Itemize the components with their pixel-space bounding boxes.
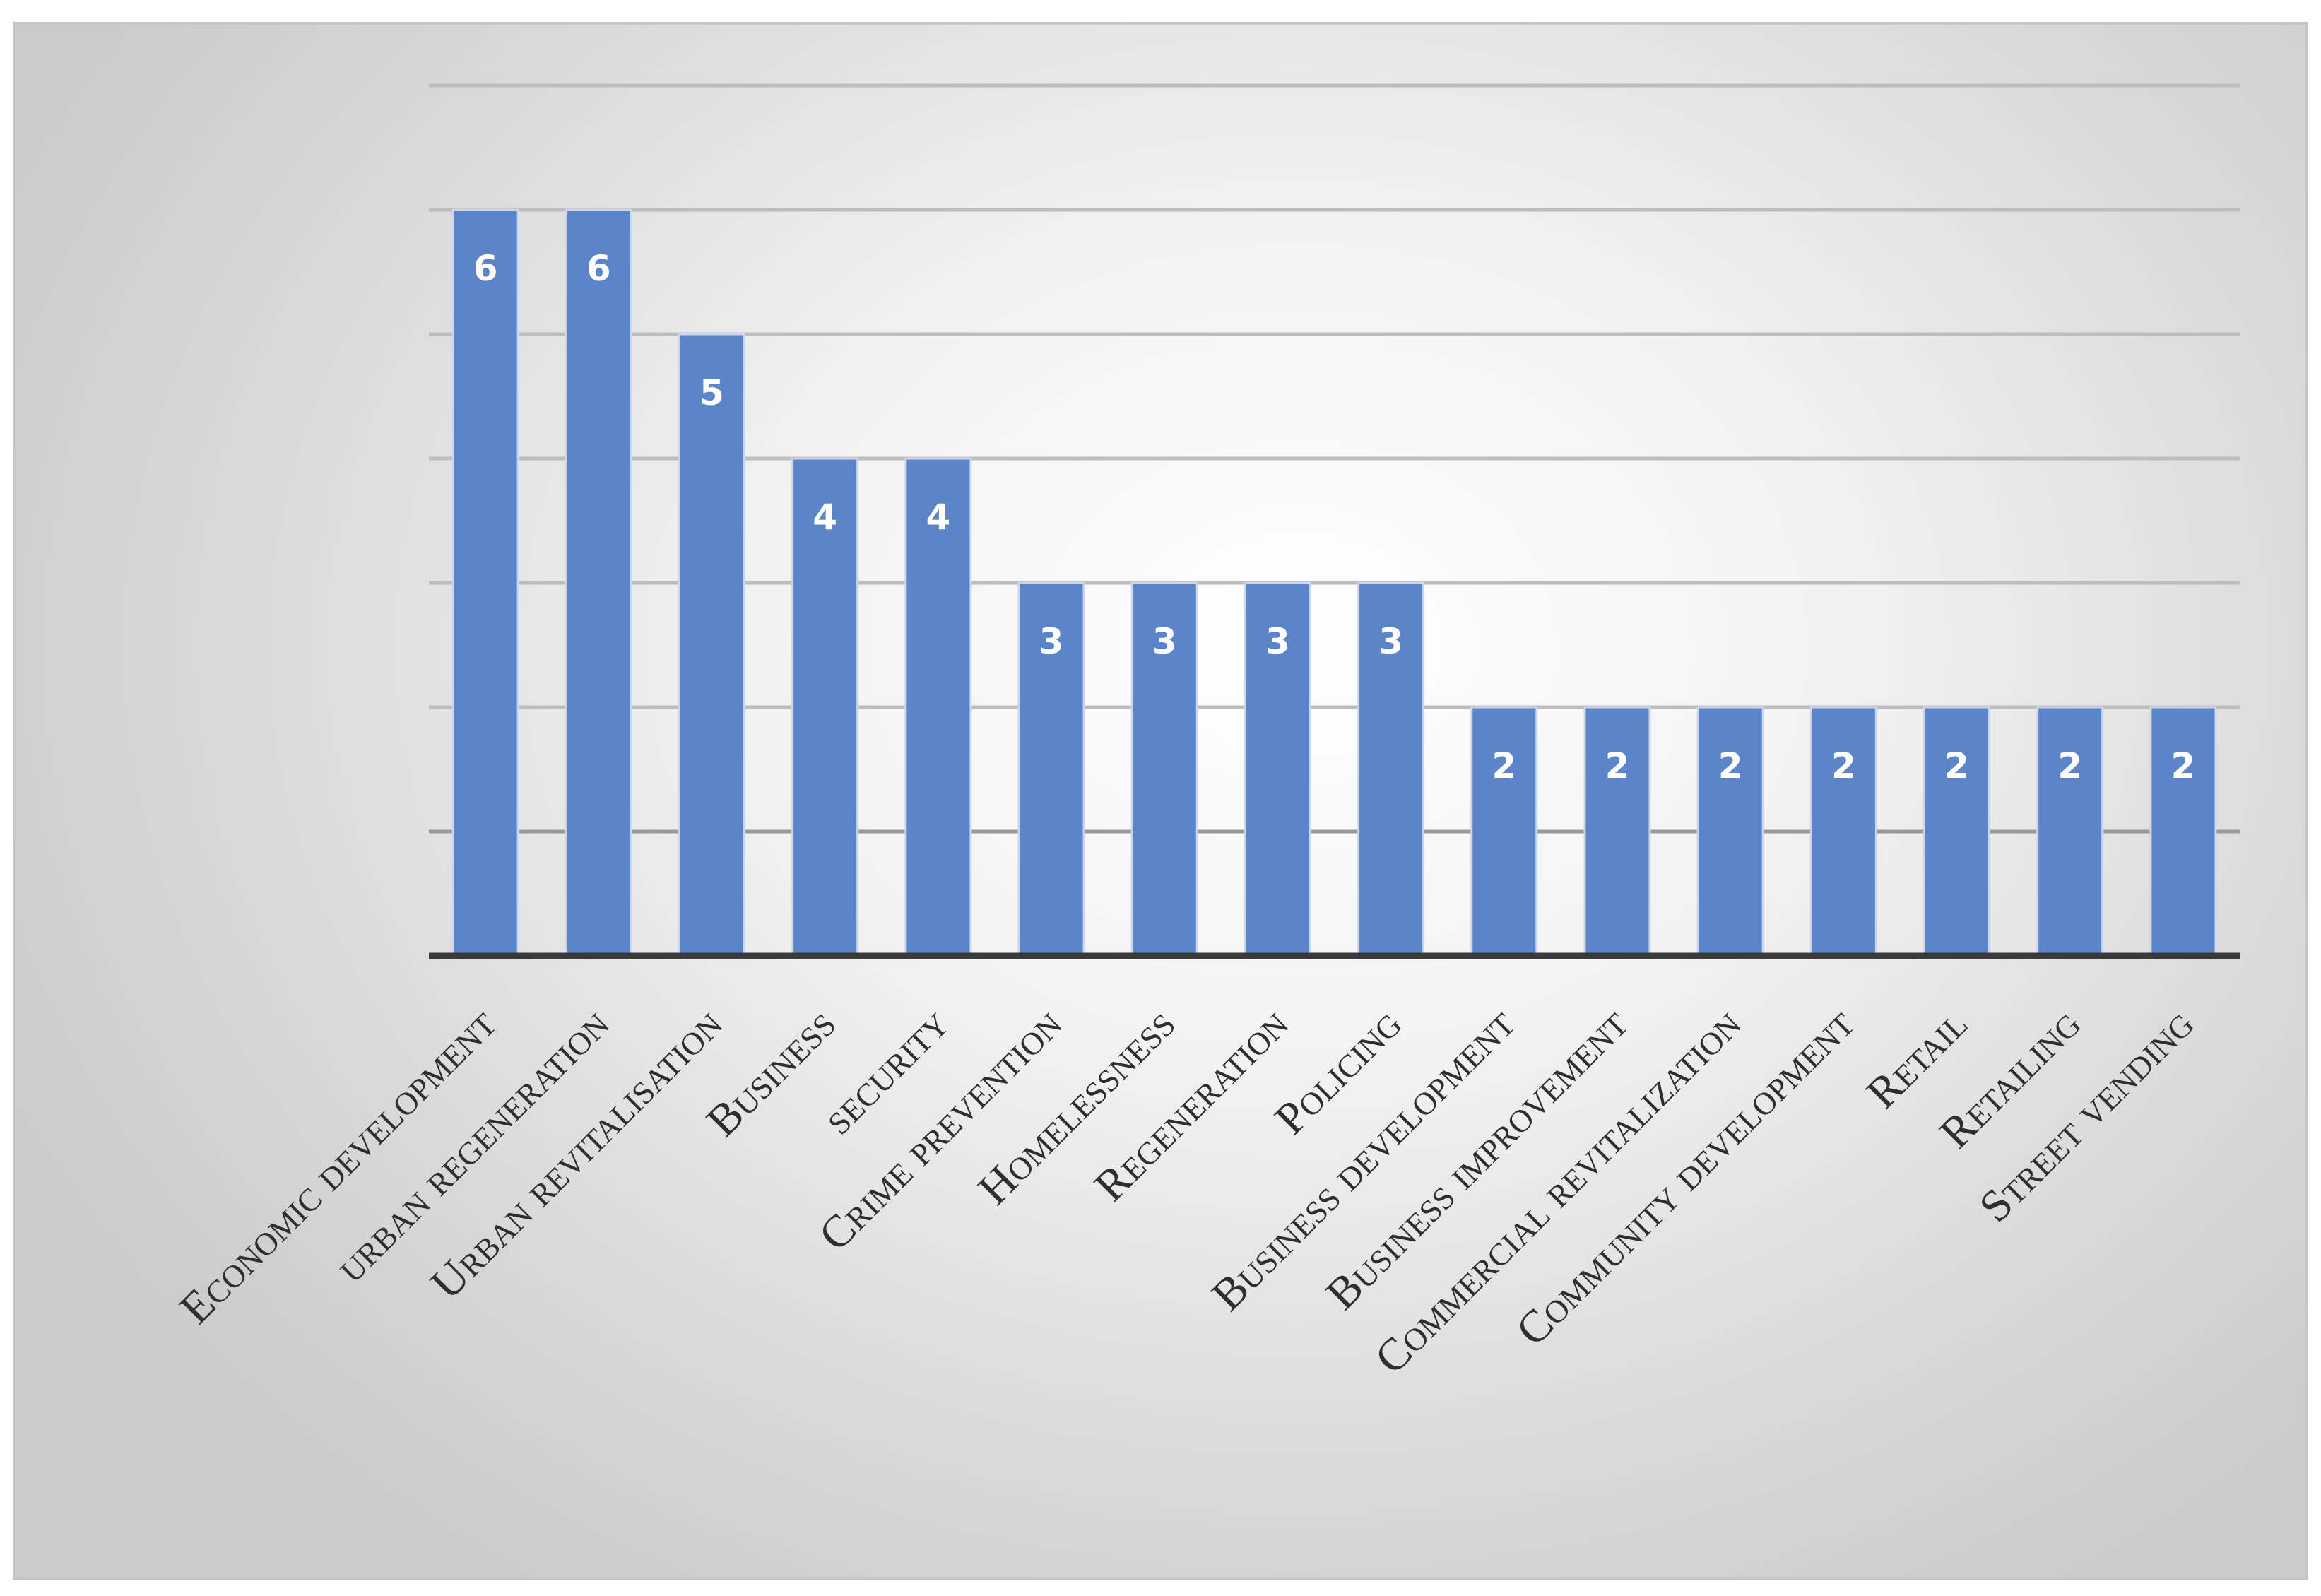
category-label: Homelessness xyxy=(968,998,1184,1214)
data-label: 3 xyxy=(1378,621,1403,662)
bar xyxy=(2036,706,2104,957)
category-label: Business xyxy=(697,998,844,1146)
data-label: 6 xyxy=(586,248,611,289)
bar xyxy=(1130,581,1198,957)
data-label: 4 xyxy=(926,497,950,538)
data-label: 6 xyxy=(473,248,498,289)
bar xyxy=(678,333,745,957)
data-label: 2 xyxy=(1605,745,1630,786)
bar xyxy=(1357,581,1425,957)
bar xyxy=(791,457,859,957)
bar xyxy=(1583,706,1651,957)
bar xyxy=(1696,706,1764,957)
bar xyxy=(565,208,632,957)
data-label: 3 xyxy=(1152,621,1177,662)
data-label: 2 xyxy=(1492,745,1516,786)
bar xyxy=(1244,581,1311,957)
data-label: 2 xyxy=(2171,745,2196,786)
bar xyxy=(1470,706,1538,957)
data-label: 2 xyxy=(1831,745,1856,786)
bar xyxy=(2149,706,2217,957)
data-label: 3 xyxy=(1265,621,1290,662)
data-label: 2 xyxy=(2057,745,2082,786)
data-label: 4 xyxy=(813,497,837,538)
data-label: 2 xyxy=(1944,745,1969,786)
data-label: 2 xyxy=(1718,745,1743,786)
bar xyxy=(1923,706,1991,957)
bar xyxy=(451,208,519,957)
bar xyxy=(1809,706,1877,957)
data-label: 3 xyxy=(1039,621,1064,662)
data-label: 5 xyxy=(699,372,724,413)
